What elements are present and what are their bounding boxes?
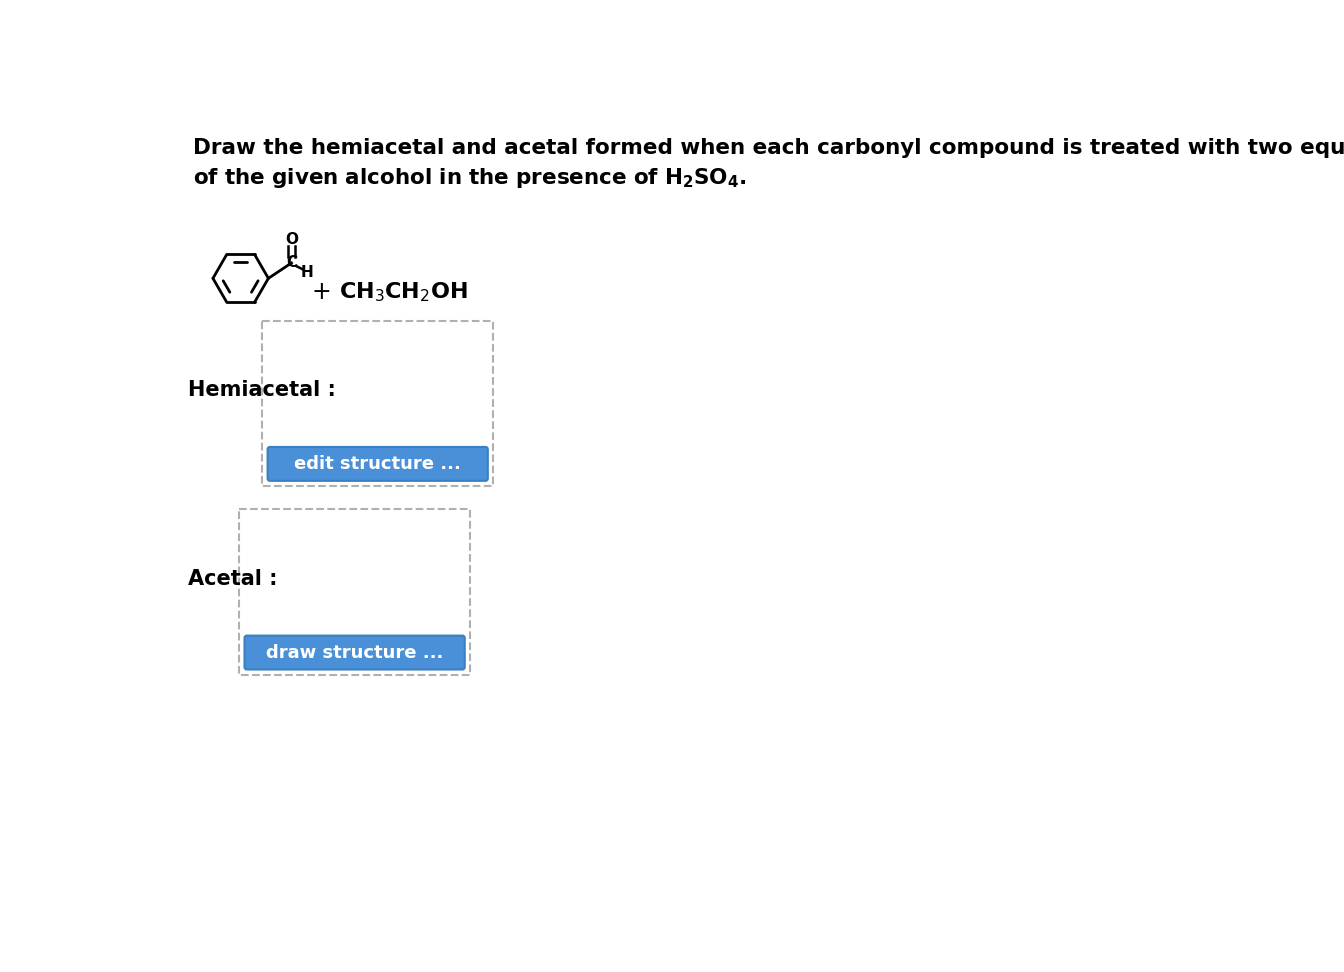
- Text: +: +: [312, 280, 332, 304]
- Text: C: C: [286, 256, 297, 270]
- Bar: [262, 321, 493, 486]
- Text: $\mathbf{of\ the\ given\ alcohol\ in\ the\ presence\ of\ H_2SO_4.}$: $\mathbf{of\ the\ given\ alcohol\ in\ th…: [194, 166, 746, 190]
- Text: draw structure ...: draw structure ...: [266, 643, 444, 662]
- Text: CH$_3$CH$_2$OH: CH$_3$CH$_2$OH: [339, 280, 468, 304]
- FancyBboxPatch shape: [245, 636, 465, 670]
- Text: edit structure ...: edit structure ...: [294, 455, 461, 473]
- Text: H: H: [301, 264, 313, 280]
- Text: O: O: [285, 232, 298, 247]
- Text: Hemiacetal :: Hemiacetal :: [188, 380, 336, 400]
- Text: Acetal :: Acetal :: [188, 569, 278, 589]
- FancyBboxPatch shape: [267, 447, 488, 481]
- Bar: [239, 509, 470, 675]
- Text: Draw the hemiacetal and acetal formed when each carbonyl compound is treated wit: Draw the hemiacetal and acetal formed wh…: [194, 138, 1344, 158]
